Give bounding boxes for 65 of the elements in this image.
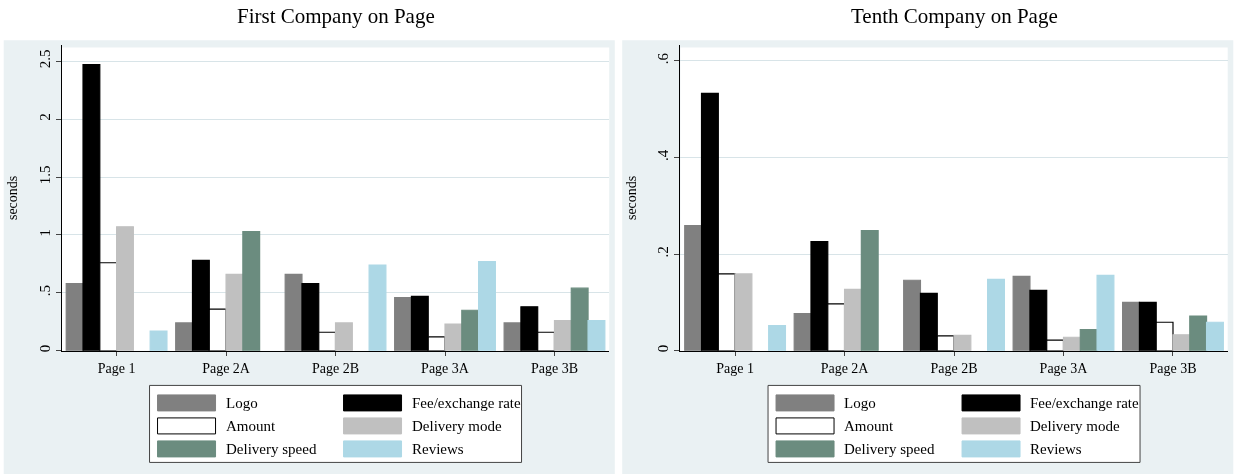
y-tick-label: 0 [655, 344, 672, 353]
bar [843, 288, 862, 351]
x-tick-label: Page 3A [421, 360, 470, 376]
legend-label: Delivery mode [1030, 418, 1120, 434]
x-tick-label: Page 3B [1149, 360, 1197, 376]
legend-label: Delivery speed [844, 441, 935, 457]
y-tick-label: .5 [36, 284, 53, 297]
x-tick-label: Page 1 [97, 360, 136, 376]
legend-label: Logo [226, 395, 258, 411]
legend-label: Reviews [1030, 441, 1082, 457]
x-tick-label: Page 2B [930, 360, 978, 376]
bar [461, 309, 480, 351]
legend-label: Reviews [412, 441, 464, 457]
bar [334, 322, 353, 351]
bar [1122, 301, 1141, 351]
bar [768, 325, 787, 351]
legend-label: Fee/exchange rate [1030, 395, 1140, 411]
bar [225, 273, 244, 351]
bar [1172, 334, 1191, 351]
y-tick-label: 2.5 [36, 49, 53, 69]
y-axis-title: seconds [5, 175, 21, 221]
bar [987, 278, 1005, 351]
bar [1189, 315, 1208, 351]
bar [553, 320, 572, 351]
bar [394, 296, 413, 351]
bar [444, 323, 463, 351]
y-tick-label: .4 [655, 149, 672, 161]
y-tick-label: 0 [36, 344, 53, 353]
legend-label: Delivery mode [412, 418, 502, 434]
y-tick-label: 2 [36, 113, 53, 121]
bar [903, 279, 922, 351]
bar [587, 320, 606, 351]
bar [684, 225, 703, 351]
legend-label: Delivery speed [226, 441, 317, 457]
bar [953, 334, 972, 351]
bar [149, 330, 168, 351]
bar [734, 273, 753, 351]
y-axis-title: seconds [623, 175, 639, 221]
bar [242, 230, 261, 351]
chart-title: Tenth Company on Page [851, 4, 1058, 28]
x-tick-label: Page 2A [820, 360, 870, 376]
bar [503, 322, 522, 351]
y-tick-label: 1 [36, 228, 53, 237]
x-tick-label: Page 3B [530, 360, 579, 376]
legend-label: Amount [226, 418, 276, 434]
legend-label: Logo [844, 395, 876, 411]
y-tick-label: 1.5 [36, 165, 53, 185]
x-tick-label: Page 2B [312, 360, 360, 376]
legend-label: Amount [844, 418, 894, 434]
bar [477, 260, 496, 351]
bar [1205, 321, 1224, 351]
y-tick-label: .2 [655, 246, 672, 258]
bar [175, 322, 194, 351]
bar [1096, 274, 1115, 351]
bar [860, 229, 879, 351]
x-tick-label: Page 2A [202, 360, 251, 376]
x-tick-label: Page 1 [716, 360, 754, 376]
y-tick-label: .6 [655, 52, 672, 65]
x-tick-label: Page 3A [1039, 360, 1089, 376]
bar [1012, 275, 1031, 351]
chart-title: First Company on Page [237, 4, 435, 28]
bar [570, 287, 589, 351]
legend-label: Fee/exchange rate [412, 395, 522, 411]
bar [368, 264, 387, 351]
bar [115, 226, 134, 351]
